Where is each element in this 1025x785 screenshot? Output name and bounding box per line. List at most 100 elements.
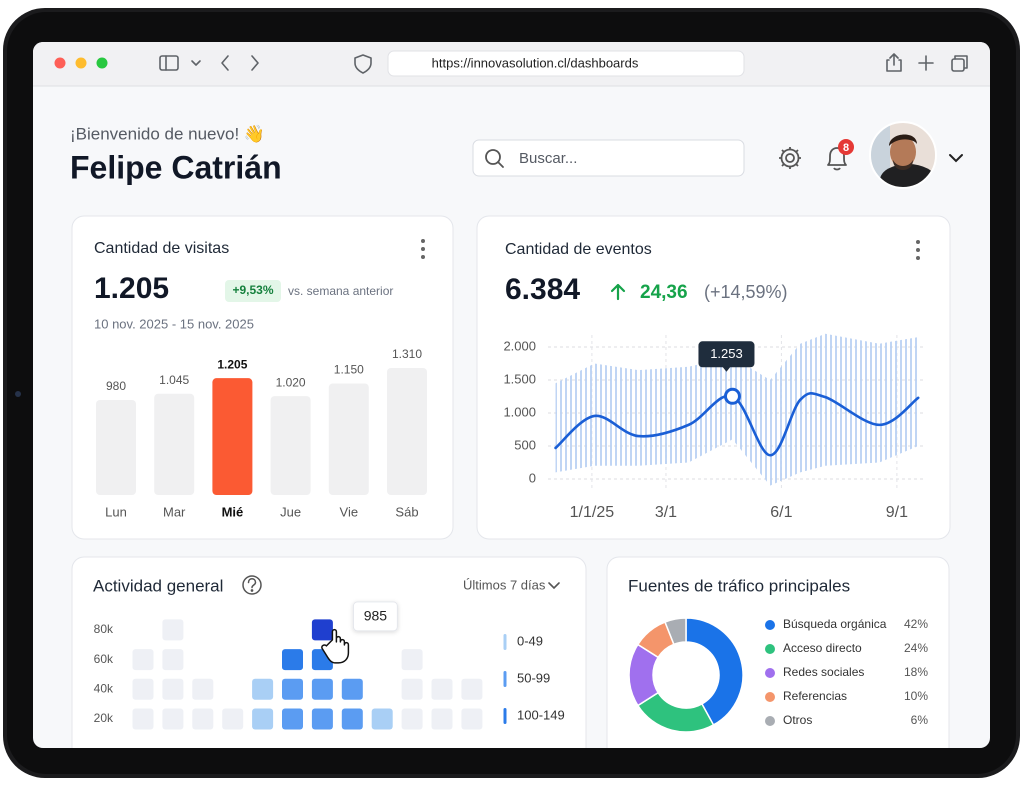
bar	[387, 368, 427, 495]
change-pill	[225, 280, 281, 302]
address-bar[interactable]	[387, 50, 745, 77]
legend-swatch	[503, 708, 507, 724]
y-tick-label: 60k	[94, 652, 114, 666]
heat-cell	[282, 708, 303, 730]
bar	[212, 378, 253, 495]
period-selector[interactable]: Últimos 7 días	[463, 577, 546, 592]
heat-cell	[162, 619, 184, 641]
tooltip-label: 985	[364, 608, 388, 624]
heat-cell	[371, 708, 393, 730]
card-title: Fuentes de tráfico principales	[628, 576, 850, 595]
screen: https://innovasolution.cl/dashboards ¡Bi…	[33, 42, 990, 748]
legend-label: 0-49	[517, 633, 543, 648]
y-tick-label: 0	[529, 470, 536, 485]
heat-cell	[192, 678, 214, 700]
x-tick-label: Mar	[163, 504, 186, 519]
share-button[interactable]	[886, 53, 902, 72]
card-title: Actividad general	[93, 576, 223, 595]
point-marker	[723, 387, 741, 405]
minimize-button[interactable]	[75, 57, 87, 69]
heat-cell	[252, 678, 274, 700]
card-title: Cantidad de eventos	[505, 241, 652, 258]
tooltip-pointer	[722, 366, 731, 372]
help-button[interactable]	[242, 575, 262, 595]
y-tick-label: 2.000	[503, 338, 536, 353]
url: https://innovasolution.cl/dashboards	[432, 55, 639, 70]
heat-cell	[401, 649, 423, 671]
x-tick-label: 1/1/25	[570, 504, 615, 521]
legend-value: 24%	[904, 641, 928, 655]
heat-cell	[311, 678, 333, 700]
account-menu-button[interactable]	[949, 154, 963, 163]
charts: Cantidad de visitas 1.205 +9,53% vs. semana…	[93, 240, 929, 733]
y-tick-label: 1.500	[503, 371, 536, 386]
heat-cell	[311, 619, 333, 641]
sidebar-button[interactable]	[159, 55, 179, 71]
hand-cursor	[321, 628, 350, 664]
date-range: 10 nov. 2025 - 15 nov. 2025	[94, 316, 254, 331]
legend-label: 100-149	[517, 707, 565, 722]
x-tick-label: 3/1	[655, 504, 677, 521]
x-tick-label: Jue	[280, 504, 301, 519]
x-tick-label: Vie	[340, 504, 359, 519]
pie-slice	[664, 617, 687, 646]
notifications-button[interactable]	[827, 147, 847, 171]
bar-value-label: 1.310	[392, 347, 422, 361]
heat-cell	[431, 678, 453, 700]
heat-cell	[311, 708, 333, 730]
bar	[328, 383, 369, 495]
range-band	[555, 333, 919, 486]
heat-cell	[341, 708, 363, 730]
search-placeholder: Buscar...	[519, 150, 577, 167]
maximize-button[interactable]	[96, 57, 108, 69]
bar	[96, 399, 136, 495]
heat-cell	[341, 678, 363, 700]
legend-value: 18%	[904, 665, 928, 679]
x-tick-label: Lun	[105, 504, 127, 519]
heat-cell	[431, 708, 453, 730]
x-tick-label: 9/1	[886, 504, 908, 521]
heat-cell	[282, 678, 303, 700]
legend-dot	[765, 620, 775, 630]
heat-cell	[401, 678, 423, 700]
heat-cell	[162, 708, 184, 730]
new-tab-button[interactable]	[918, 55, 934, 71]
card-title: Cantidad de visitas	[94, 240, 229, 257]
search-box[interactable]	[472, 139, 745, 177]
x-tick-label: 6/1	[770, 504, 792, 521]
heat-cell	[401, 708, 423, 730]
events-menu-button[interactable]	[916, 240, 920, 260]
heat-cell	[461, 678, 483, 700]
close-button[interactable]	[54, 57, 66, 69]
heat-cell	[162, 649, 184, 671]
tab-menu-button[interactable]	[191, 60, 201, 66]
legend-value: 10%	[904, 689, 928, 703]
comparison-label: vs. semana anterior	[288, 284, 393, 298]
notification-count: 8	[843, 142, 849, 154]
legend-dot	[765, 716, 775, 726]
legend-value: 6%	[911, 713, 929, 727]
y-tick-label: 1.000	[503, 404, 536, 419]
pie-slice	[685, 617, 744, 726]
back-button[interactable]	[221, 55, 229, 71]
change-value: +9,53%	[232, 283, 273, 297]
line	[554, 391, 920, 457]
privacy-shield[interactable]	[354, 54, 372, 74]
forward-button[interactable]	[251, 55, 259, 71]
settings-button[interactable]	[779, 147, 801, 169]
heat-cell	[132, 678, 154, 700]
avatar[interactable]	[868, 120, 938, 196]
visits-menu-button[interactable]	[421, 239, 425, 259]
bar-value-label: 1.205	[217, 357, 247, 371]
legend-dot	[765, 668, 775, 678]
heat-cell	[461, 708, 483, 730]
tooltip	[698, 341, 755, 368]
up-arrow	[610, 283, 626, 301]
bar-value-label: 1.150	[334, 363, 364, 377]
y-tick-label: 40k	[94, 681, 114, 695]
period-dropdown-arrow[interactable]	[548, 582, 560, 590]
heat-cell	[132, 649, 154, 671]
legend-value: 42%	[904, 617, 928, 631]
tabs-button[interactable]	[951, 55, 968, 72]
